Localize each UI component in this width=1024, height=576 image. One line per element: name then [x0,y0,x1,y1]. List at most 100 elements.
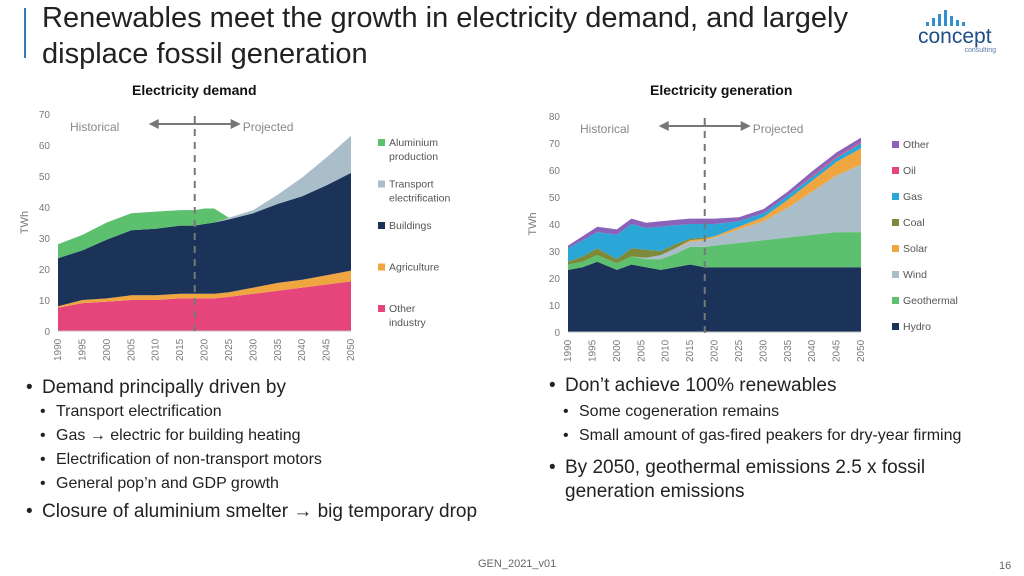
x-tick-label: 2030 [248,338,259,361]
historical-label: Historical [580,122,629,136]
logo-bars-icon [926,10,1014,26]
y-tick-label: 10 [39,296,51,307]
legend-label: Coal [903,217,925,229]
x-tick-label: 2030 [758,339,769,362]
legend-label: Buildings [389,220,432,232]
legend-label: Wind [903,269,927,281]
y-tick-label: 40 [39,203,51,214]
x-tick-label: 2000 [612,339,623,362]
legend-label: Agriculture [389,262,439,274]
x-tick-label: 2050 [346,338,357,361]
legend-swatch [378,305,385,312]
demand-chart-title: Electricity demand [132,82,257,98]
bullet-not-100-renewables: Don’t achieve 100% renewables [549,374,1009,398]
y-tick-label: 50 [549,193,561,204]
logo-word: concept [918,25,992,48]
y-tick-label: 60 [549,166,561,177]
x-tick-label: 2010 [151,338,162,361]
y-axis-label: TWh [19,211,31,234]
area-series-geothermal [568,232,861,270]
left-bullets: Demand principally driven by Transport e… [26,376,496,524]
area-series-transport-electrification [58,135,351,259]
legend-swatch [892,323,899,330]
sub-bullet: Small amount of gas-fired peakers for dr… [549,424,1009,448]
arrow-right-head [230,119,241,129]
projected-label: Projected [753,122,804,136]
x-tick-label: 2045 [322,338,333,361]
legend-swatch [378,222,385,229]
x-tick-label: 1995 [587,339,598,362]
x-tick-label: 2035 [273,338,284,361]
legend-swatch [892,271,899,278]
arrow-left-head [658,121,669,131]
legend-swatch [378,263,385,271]
x-tick-label: 2045 [832,339,843,362]
area-series-coal [568,148,861,265]
y-tick-label: 30 [549,247,561,258]
area-series-gas [568,143,861,262]
arrow-left-head [148,119,159,129]
area-series-wind [568,164,861,265]
sub-bullet: Transport electrification [26,400,496,424]
y-tick-label: 10 [549,301,561,312]
x-tick-label: 2010 [661,339,672,362]
legend-swatch [378,180,385,188]
area-series-other-industry [58,281,351,331]
projected-label: Projected [243,120,294,134]
right-bullets: Don’t achieve 100% renewables Some cogen… [549,374,1009,504]
page-title: Renewables meet the growth in electricit… [42,2,848,70]
x-tick-label: 2020 [200,338,211,361]
y-tick-label: 40 [549,220,561,231]
x-tick-label: 2035 [783,339,794,362]
legend-swatch [892,141,899,148]
x-tick-label: 2025 [224,338,235,361]
page-number: 16 [999,560,1012,572]
sub-bullet: Electrification of non-transport motors [26,448,496,472]
x-tick-label: 2050 [856,339,867,362]
legend-label: Geothermal [903,295,958,307]
x-tick-label: 2025 [734,339,745,362]
legend-swatch [892,245,899,252]
y-tick-label: 50 [39,172,51,183]
title-accent-bar [24,8,26,58]
x-tick-label: 2015 [175,338,186,361]
x-tick-label: 2005 [126,338,137,361]
y-tick-label: 20 [549,274,561,285]
area-series-agriculture [58,270,351,308]
legend-label: Gas [903,191,922,203]
x-tick-label: 2040 [807,339,818,362]
legend-swatch [378,139,385,146]
y-tick-label: 70 [39,110,51,121]
historical-label: Historical [70,120,119,134]
legend-swatch [892,167,899,174]
y-tick-label: 0 [554,328,560,339]
legend-label: Aluminium production [389,137,438,163]
arrow-right-head [740,121,751,131]
footer-code: GEN_2021_v01 [478,558,557,570]
x-tick-label: 2015 [685,339,696,362]
legend-label: Other [903,139,930,151]
y-tick-label: 70 [549,139,561,150]
x-tick-label: 2005 [636,339,647,362]
sub-bullet: General pop’n and GDP growth [26,472,496,496]
area-series-buildings [58,172,351,307]
bullet-demand-drivers: Demand principally driven by [26,376,496,400]
legend-label: Hydro [903,321,931,333]
sub-bullet: Some cogeneration remains [549,400,1009,424]
bullet-smelter-closure: Closure of aluminium smelter → big tempo… [26,500,496,524]
x-tick-label: 1990 [53,338,64,361]
area-series-hydro [568,261,861,332]
legend-swatch [892,219,899,226]
legend-swatch [892,193,899,200]
x-tick-label: 1990 [563,339,574,362]
area-series-aluminium-production [58,135,351,259]
x-tick-label: 2020 [710,339,721,362]
legend-label: Solar [903,243,928,255]
y-tick-label: 30 [39,234,51,245]
y-tick-label: 60 [39,141,51,152]
y-tick-label: 0 [44,327,50,338]
x-tick-label: 2040 [297,338,308,361]
concept-logo: concept consulting [918,10,1014,60]
